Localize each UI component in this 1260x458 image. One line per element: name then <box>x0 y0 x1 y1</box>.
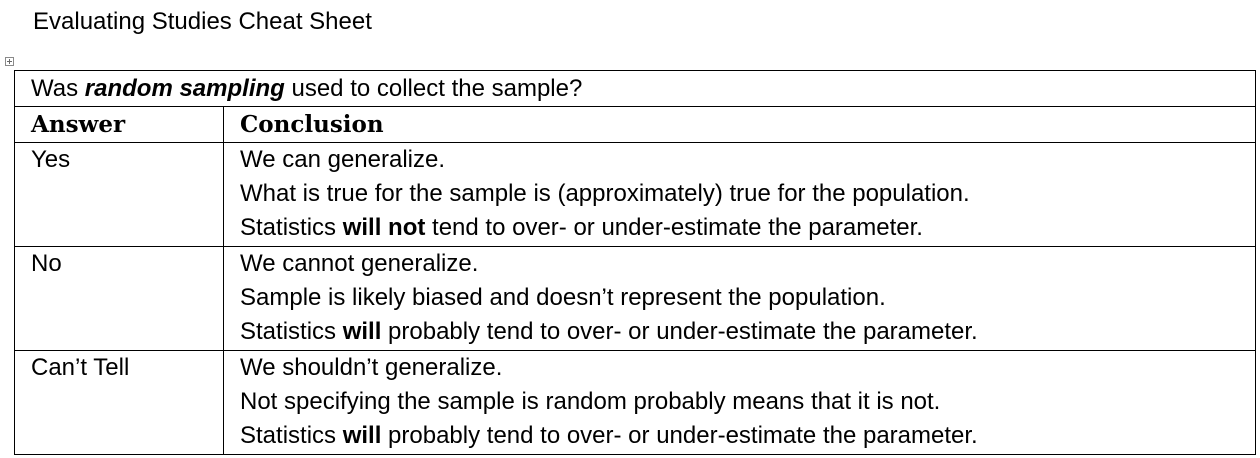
conclusion-line: What is true for the sample is (approxim… <box>240 180 970 207</box>
answer-cell: Yes <box>14 142 224 247</box>
table-row: Yes We can generalize. What is true for … <box>14 142 1257 247</box>
line-prefix: Statistics <box>240 318 343 345</box>
question-emphasis: random sampling <box>84 75 285 102</box>
conclusion-line: Statistics will probably tend to over- o… <box>240 419 1255 453</box>
header-answer: Answer <box>14 106 224 143</box>
question-prefix: Was <box>31 75 85 102</box>
line-prefix: Statistics <box>240 422 343 449</box>
table-move-handle-icon[interactable] <box>5 57 14 66</box>
table-row: Can’t Tell We shouldn’t generalize. Not … <box>14 350 1257 455</box>
conclusion-line: We cannot generalize. <box>240 250 479 277</box>
conclusion-cell: We cannot generalize. Sample is likely b… <box>222 246 1257 351</box>
conclusion-cell: We can generalize. What is true for the … <box>222 142 1257 247</box>
line-suffix: probably tend to over- or under-estimate… <box>381 422 978 449</box>
answer-cell: No <box>14 246 224 351</box>
line-emphasis: will not <box>342 214 426 241</box>
conclusion-line: Statistics will not tend to over- or und… <box>240 211 1255 245</box>
conclusion-line: We shouldn’t generalize. <box>240 354 503 381</box>
answer-cell: Can’t Tell <box>14 350 224 455</box>
question-cell: Was random sampling used to collect the … <box>13 70 1257 107</box>
question-row: Was random sampling used to collect the … <box>13 70 1257 107</box>
line-suffix: tend to over- or under-estimate the para… <box>425 214 923 241</box>
conclusion-line: We can generalize. <box>240 146 446 173</box>
header-conclusion: Conclusion <box>222 106 1257 143</box>
header-row: Answer Conclusion <box>14 106 1257 143</box>
conclusion-line: Not specifying the sample is random prob… <box>240 388 941 415</box>
conclusion-cell: We shouldn’t generalize. Not specifying … <box>222 350 1257 455</box>
cheat-sheet-table: Was random sampling used to collect the … <box>13 70 1257 455</box>
document-title: Evaluating Studies Cheat Sheet <box>33 8 372 35</box>
line-emphasis: will <box>342 422 382 449</box>
line-prefix: Statistics <box>240 214 343 241</box>
conclusion-line: Sample is likely biased and doesn’t repr… <box>240 284 886 311</box>
line-emphasis: will <box>342 318 382 345</box>
conclusion-line: Statistics will probably tend to over- o… <box>240 315 1255 349</box>
line-suffix: probably tend to over- or under-estimate… <box>381 318 978 345</box>
table-row: No We cannot generalize. Sample is likel… <box>14 246 1257 351</box>
question-suffix: used to collect the sample? <box>284 75 583 102</box>
